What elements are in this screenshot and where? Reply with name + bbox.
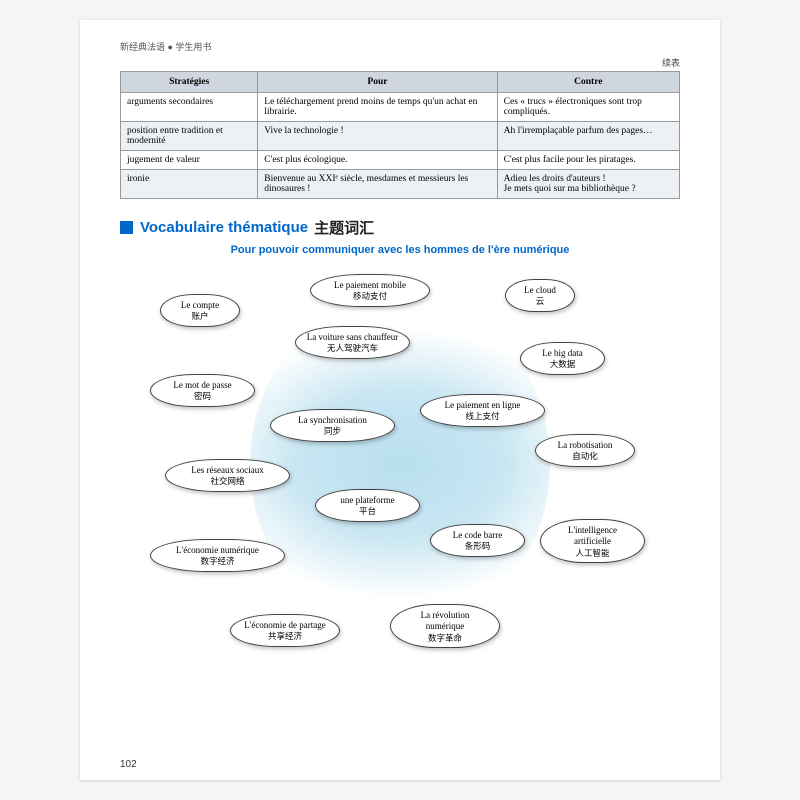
vocab-cloud: La synchronisation同步 (270, 409, 395, 442)
vocab-cloud: Les réseaux sociaux社交网络 (165, 459, 290, 492)
vocab-term-cn: 大数据 (550, 359, 576, 370)
section-marker-icon (120, 221, 133, 234)
vocab-cloud: L'intelligence artificielle人工智能 (540, 519, 645, 563)
table-cell: Bienvenue au XXIᵉ siècle, mesdames et me… (258, 170, 497, 199)
vocab-term-fr: L'économie numérique (176, 545, 259, 556)
vocab-term-fr: Le paiement en ligne (445, 400, 521, 411)
table-row: arguments secondairesLe téléchargement p… (121, 93, 680, 122)
col-strategies: Stratégies (121, 72, 258, 93)
vocab-term-fr: Le cloud (524, 285, 556, 296)
col-pour: Pour (258, 72, 497, 93)
vocab-cloud: Le big data大数据 (520, 342, 605, 375)
vocab-term-cn: 移动支付 (353, 291, 387, 302)
table-cell: C'est plus écologique. (258, 151, 497, 170)
vocab-term-cn: 条形码 (465, 541, 491, 552)
table-row: position entre tradition et modernitéViv… (121, 122, 680, 151)
vocab-term-fr: Les réseaux sociaux (191, 465, 263, 476)
page: 新经典法语 ● 学生用书 续表 Stratégies Pour Contre a… (80, 20, 720, 780)
vocab-term-cn: 账户 (191, 311, 208, 322)
table-cell: Le téléchargement prend moins de temps q… (258, 93, 497, 122)
table-row: jugement de valeurC'est plus écologique.… (121, 151, 680, 170)
vocab-term-cn: 同步 (324, 426, 341, 437)
table-cell: Vive la technologie ! (258, 122, 497, 151)
vocab-cloud: La voiture sans chauffeur无人驾驶汽车 (295, 326, 410, 359)
vocab-cloud: Le paiement mobile移动支付 (310, 274, 430, 307)
table-cell: arguments secondaires (121, 93, 258, 122)
vocab-term-fr: Le mot de passe (173, 380, 231, 391)
vocab-term-cn: 社交网络 (210, 476, 244, 487)
vocab-cloud: L'économie de partage共享经济 (230, 614, 340, 647)
vocab-term-fr: une plateforme (340, 495, 394, 506)
vocab-term-fr: La synchronisation (298, 415, 367, 426)
vocab-term-fr: La robotisation (558, 440, 613, 451)
book-header: 新经典法语 ● 学生用书 (120, 40, 680, 53)
vocab-term-cn: 数字经济 (200, 556, 234, 567)
vocab-term-fr: Le code barre (453, 530, 502, 541)
table-cell: position entre tradition et modernité (121, 122, 258, 151)
vocab-term-cn: 密码 (194, 391, 211, 402)
vocab-term-cn: 自动化 (572, 451, 598, 462)
vocab-cloud: Le paiement en ligne线上支付 (420, 394, 545, 427)
vocab-cloud: La robotisation自动化 (535, 434, 635, 467)
table-cell: jugement de valeur (121, 151, 258, 170)
vocab-term-fr: L'intelligence artificielle (551, 525, 634, 548)
vocab-term-fr: L'économie de partage (244, 620, 326, 631)
section-title-cn: 主题词汇 (314, 217, 374, 238)
vocab-term-fr: Le compte (181, 300, 219, 311)
vocab-term-cn: 无人驾驶汽车 (327, 343, 378, 354)
vocab-term-fr: La voiture sans chauffeur (307, 332, 399, 343)
vocab-cloud: La révolution numérique数字革命 (390, 604, 500, 648)
vocab-cloud: Le code barre条形码 (430, 524, 525, 557)
vocab-term-cn: 线上支付 (465, 411, 499, 422)
vocab-term-cn: 数字革命 (428, 633, 462, 644)
vocab-term-cn: 人工智能 (575, 548, 609, 559)
section-subtitle: Pour pouvoir communiquer avec les hommes… (120, 244, 680, 256)
vocab-term-cn: 平台 (359, 506, 376, 517)
section-title: Vocabulaire thématique 主题词汇 (120, 217, 680, 238)
table-cell: Adieu les droits d'auteurs ! Je mets quo… (497, 170, 679, 199)
vocab-cloud: Le cloud云 (505, 279, 575, 312)
vocab-term-cn: 云 (536, 296, 545, 307)
vocab-cloud: L'économie numérique数字经济 (150, 539, 285, 572)
vocab-term-fr: Le paiement mobile (334, 280, 406, 291)
page-number: 102 (120, 759, 137, 770)
vocabulary-cloud-diagram: Le compte账户 Le paiement mobile移动支付 Le clou… (120, 264, 680, 714)
table-cell: C'est plus facile pour les piratages. (497, 151, 679, 170)
vocab-term-cn: 共享经济 (268, 631, 302, 642)
vocab-term-fr: Le big data (542, 348, 582, 359)
vocab-cloud: Le mot de passe密码 (150, 374, 255, 407)
table-cell: Ces « trucs » électroniques sont trop co… (497, 93, 679, 122)
section-title-fr: Vocabulaire thématique (140, 219, 308, 236)
table-cell: Ah l'irremplaçable parfum des pages… (497, 122, 679, 151)
table-cell: ironie (121, 170, 258, 199)
vocab-cloud: une plateforme平台 (315, 489, 420, 522)
table-row: ironieBienvenue au XXIᵉ siècle, mesdames… (121, 170, 680, 199)
table-continuation-label: 续表 (120, 56, 680, 69)
vocab-term-fr: La révolution numérique (401, 610, 489, 633)
strategies-table: Stratégies Pour Contre arguments seconda… (120, 71, 680, 199)
col-contre: Contre (497, 72, 679, 93)
vocab-cloud: Le compte账户 (160, 294, 240, 327)
